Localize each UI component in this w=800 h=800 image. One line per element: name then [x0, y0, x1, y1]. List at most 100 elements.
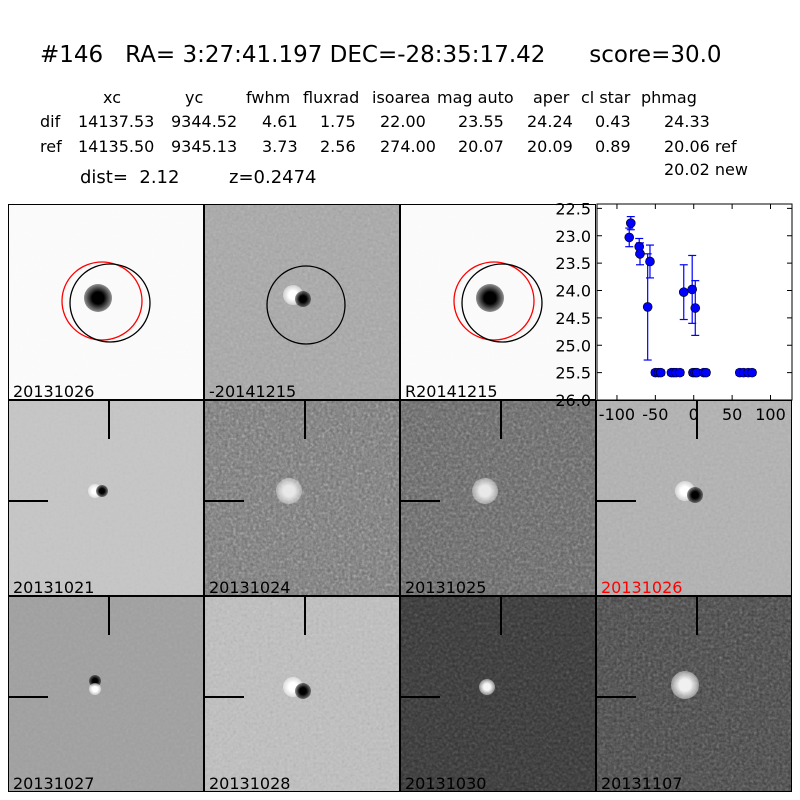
data-point — [624, 232, 635, 243]
noise-texture — [205, 401, 399, 595]
x-tick-label: 50 — [722, 405, 742, 424]
table-cell: 0.89 — [595, 137, 631, 156]
noise-texture — [401, 401, 595, 595]
stamp-date-label: 20131026 — [13, 382, 95, 400]
crosshair-horizontal — [401, 500, 440, 502]
data-point — [642, 302, 653, 312]
stamp-date-label: 20131025 — [405, 578, 487, 596]
crosshair-vertical — [108, 597, 110, 635]
crosshair-horizontal — [597, 696, 636, 698]
image-stamp-5: 20131025 — [400, 400, 596, 596]
image-stamp-8: 20131028 — [204, 596, 400, 792]
crosshair-vertical — [304, 401, 306, 439]
stamp-date-label: 20131028 — [209, 774, 291, 792]
redshift-value: z=0.2474 — [229, 167, 317, 188]
y-tick-label: 24.5 — [555, 309, 591, 328]
col-header-fwhm: fwhm — [246, 88, 291, 107]
stamp-date-label: 20131026 — [601, 578, 683, 596]
ref-aperture-circle — [61, 261, 143, 341]
crosshair-vertical — [696, 597, 698, 635]
data-point — [635, 249, 645, 259]
stamp-date-label: 20131024 — [209, 578, 291, 596]
x-tick-label: 0 — [689, 405, 699, 424]
table-cell: 14137.53 — [78, 112, 155, 131]
stamp-date-label: 20131027 — [13, 774, 95, 792]
crosshair-vertical — [500, 401, 502, 439]
table-cell: 3.73 — [262, 137, 298, 156]
ref-aperture-circle — [453, 261, 535, 341]
col-header-xc: xc — [103, 88, 121, 107]
table-cell: 20.07 — [458, 137, 504, 156]
aperture-circles — [266, 265, 346, 345]
x-tick-label: -50 — [642, 405, 668, 424]
table-cell: 24.24 — [527, 112, 573, 131]
crosshair-horizontal — [401, 696, 440, 698]
data-point — [655, 367, 666, 378]
table-cell: 2.56 — [320, 137, 356, 156]
col-header-yc: yc — [185, 88, 204, 107]
source-blob — [295, 683, 311, 699]
stamp-date-label: 20131107 — [601, 774, 683, 792]
source-blob — [476, 284, 504, 312]
source-blob — [472, 478, 498, 504]
source-blob — [96, 485, 108, 497]
data-point — [678, 287, 689, 297]
x-tick-label: -100 — [599, 405, 635, 424]
noise-texture — [401, 597, 595, 791]
crosshair-horizontal — [597, 500, 636, 502]
table-cell: 9344.52 — [171, 112, 238, 131]
y-tick-label: 26.0 — [555, 391, 591, 410]
dif-aperture-circle — [69, 263, 151, 343]
source-blob — [671, 671, 699, 699]
source-blob — [295, 291, 311, 307]
crosshair-vertical — [108, 401, 110, 439]
source-blob — [479, 679, 495, 695]
col-header-fluxrad: fluxrad — [303, 88, 360, 107]
data-point — [701, 367, 711, 378]
y-tick-label: 23.5 — [555, 254, 591, 273]
noise-texture — [9, 401, 203, 595]
aperture-circles — [61, 261, 151, 343]
image-stamp-7: 20131027 — [8, 596, 204, 792]
y-tick-label: 24.0 — [555, 282, 591, 301]
y-tick-label: 25.0 — [555, 336, 591, 355]
image-stamp-2: R20141215 — [400, 204, 596, 400]
crosshair-horizontal — [9, 696, 48, 698]
data-point — [690, 303, 701, 313]
stamp-date-label: 20131021 — [13, 578, 95, 596]
source-blob — [84, 284, 112, 312]
image-stamp-9: 20131030 — [400, 596, 596, 792]
dif-aperture-circle — [266, 265, 346, 345]
dist-value: dist= 2.12 — [80, 167, 180, 188]
crosshair-vertical — [304, 597, 306, 635]
image-stamp-10: 20131107 — [596, 596, 792, 792]
stamp-date-label: -20141215 — [209, 382, 297, 400]
image-stamp-6: 20131026 — [596, 400, 792, 596]
image-stamp-1: -20141215 — [204, 204, 400, 400]
data-point — [747, 367, 757, 378]
crosshair-vertical — [500, 597, 502, 635]
data-point — [625, 218, 636, 228]
light-curve-plot: 22.5 23.0 23.5 24.0 24.5 25.0 25.5 26.0 -100 -50 0… — [555, 200, 793, 424]
phmag-new: 20.02 new — [664, 160, 748, 179]
table-cell: 9345.13 — [171, 137, 238, 156]
y-tick-label: 25.5 — [555, 364, 591, 383]
source-blob — [89, 683, 101, 695]
col-header-isoarea: isoarea — [372, 88, 431, 107]
stamp-date-label: R20141215 — [405, 382, 498, 400]
table-cell: 20.09 — [527, 137, 573, 156]
noise-texture — [9, 597, 203, 791]
x-tick-label: 100 — [755, 405, 786, 424]
crosshair-vertical — [696, 401, 698, 439]
stamp-date-label: 20131030 — [405, 774, 487, 792]
data-point — [645, 256, 655, 267]
data-point — [675, 367, 685, 378]
table-cell: 14135.50 — [78, 137, 155, 156]
crosshair-horizontal — [205, 500, 244, 502]
image-stamp-3: 20131021 — [8, 400, 204, 596]
table-cell: 0.43 — [595, 112, 631, 131]
table-cell: 22.00 — [380, 112, 426, 131]
figure-title: #146 RA= 3:27:41.197 DEC=-28:35:17.42 sc… — [40, 42, 722, 68]
y-tick-label: 23.0 — [555, 227, 591, 246]
